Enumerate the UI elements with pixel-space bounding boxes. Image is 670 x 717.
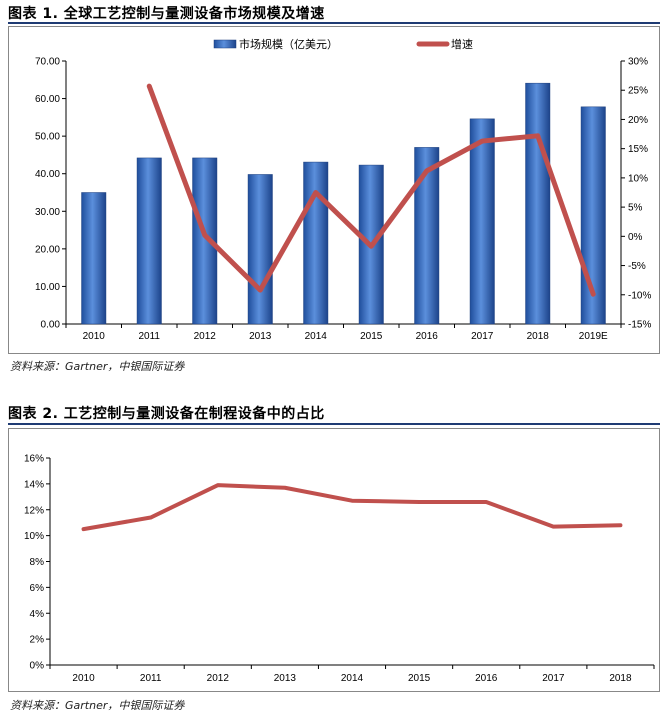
growth-point	[148, 85, 151, 88]
share-point	[149, 516, 152, 519]
bar	[247, 174, 273, 325]
share-point	[351, 499, 353, 502]
y2-tick-label: 30%	[628, 57, 648, 68]
y-tick-label: 40.00	[35, 169, 60, 180]
growth-point	[370, 245, 373, 248]
y-tick-label: 60.00	[35, 94, 60, 105]
chart-2: 0% 2% 4% 6% 8% 10% 12% 14% 16% 2010 2011 2012 2013 20…	[24, 454, 655, 684]
share-point	[485, 500, 488, 503]
y-tick-label: 10%	[24, 531, 44, 542]
legend-bar-swatch	[213, 39, 237, 49]
share-point	[216, 484, 219, 487]
share-point	[418, 500, 421, 503]
x-tick-label: 2013	[249, 331, 272, 342]
x-tick-label: 2017	[542, 673, 565, 684]
legend-bar-label: 市场规模（亿美元）	[239, 37, 338, 51]
y-tick-label: 30.00	[35, 207, 60, 218]
bar	[414, 147, 440, 325]
x-tick-label: 2012	[207, 673, 230, 684]
y2-tick-label: -15%	[628, 320, 651, 331]
figure-1-title-rule	[8, 22, 660, 24]
y-tick-label: 20.00	[35, 244, 60, 255]
x-tick-label: 2014	[305, 331, 328, 342]
y-tick-label: 0%	[30, 661, 45, 672]
y-tick-label: 4%	[30, 609, 45, 620]
y-tick-label: 0.00	[41, 320, 61, 331]
chart-1: 0.00 10.00 20.00 30.00 40.00 50.00 60.00 70.00 -…	[35, 37, 651, 342]
bar	[136, 157, 162, 325]
growth-point	[592, 293, 595, 296]
bar	[525, 82, 551, 325]
x-tick-label: 2011	[140, 673, 162, 684]
figure-2-title-rule	[8, 423, 660, 425]
y-tick-label: 50.00	[35, 132, 60, 143]
y-tick-label: 70.00	[35, 57, 60, 68]
x-tick-label: 2018	[609, 673, 632, 684]
share-point	[82, 528, 85, 531]
y-tick-label: 12%	[24, 505, 44, 516]
bar	[81, 192, 107, 325]
y-tick-label: 14%	[24, 479, 44, 490]
y2-tick-label: 10%	[628, 173, 648, 184]
y-tick-label: 6%	[30, 583, 45, 594]
x-tick-label: 2019E	[579, 331, 608, 342]
x-tick-label: 2017	[471, 331, 494, 342]
x-tick-label: 2011	[138, 331, 160, 342]
bar	[303, 161, 329, 325]
y-tick-label: 16%	[24, 454, 44, 465]
chart-2-frame: 0% 2% 4% 6% 8% 10% 12% 14% 16% 2010 2011 2012 2013 20…	[8, 428, 660, 692]
bar	[469, 118, 495, 325]
x-tick-label: 2010	[72, 673, 95, 684]
share-point	[552, 525, 555, 528]
y-tick-label: 2%	[30, 635, 45, 646]
y2-tick-label: -5%	[628, 261, 646, 272]
growth-point	[259, 289, 262, 292]
y-tick-label: 8%	[30, 557, 45, 568]
growth-point	[425, 169, 428, 172]
y2-tick-label: -10%	[628, 290, 651, 301]
x-tick-label: 2015	[408, 673, 431, 684]
x-tick-label: 2014	[341, 673, 364, 684]
x-tick-label: 2016	[475, 673, 498, 684]
y2-tick-label: 5%	[628, 203, 643, 214]
figure-2-title: 图表 2. 工艺控制与量测设备在制程设备中的占比	[8, 406, 325, 422]
y2-tick-label: 15%	[628, 144, 648, 155]
x-tick-label: 2013	[274, 673, 297, 684]
y2-tick-label: 0%	[628, 232, 643, 243]
growth-point	[203, 234, 206, 237]
figure-2-source: 资料来源：Gartner，中银国际证券	[10, 699, 185, 712]
chart-1-frame: 0.00 10.00 20.00 30.00 40.00 50.00 60.00 70.00 -…	[8, 26, 660, 354]
x-tick-label: 2016	[416, 331, 439, 342]
share-point	[619, 524, 622, 527]
growth-point	[314, 191, 317, 194]
x-tick-label: 2015	[360, 331, 383, 342]
x-tick-label: 2018	[527, 331, 550, 342]
y2-tick-label: 25%	[628, 86, 648, 97]
legend-line-label: 增速	[451, 37, 473, 51]
y2-tick-label: 20%	[628, 115, 648, 126]
figure-1-source: 资料来源：Gartner，中银国际证券	[10, 360, 185, 373]
share-line	[81, 483, 623, 532]
figure-1-title: 图表 1. 全球工艺控制与量测设备市场规模及增速	[8, 6, 325, 22]
share-point	[283, 486, 286, 489]
growth-point	[481, 140, 484, 143]
x-tick-label: 2010	[83, 331, 106, 342]
y-tick-label: 10.00	[35, 282, 60, 293]
growth-point	[536, 134, 539, 137]
x-tick-label: 2012	[194, 331, 217, 342]
